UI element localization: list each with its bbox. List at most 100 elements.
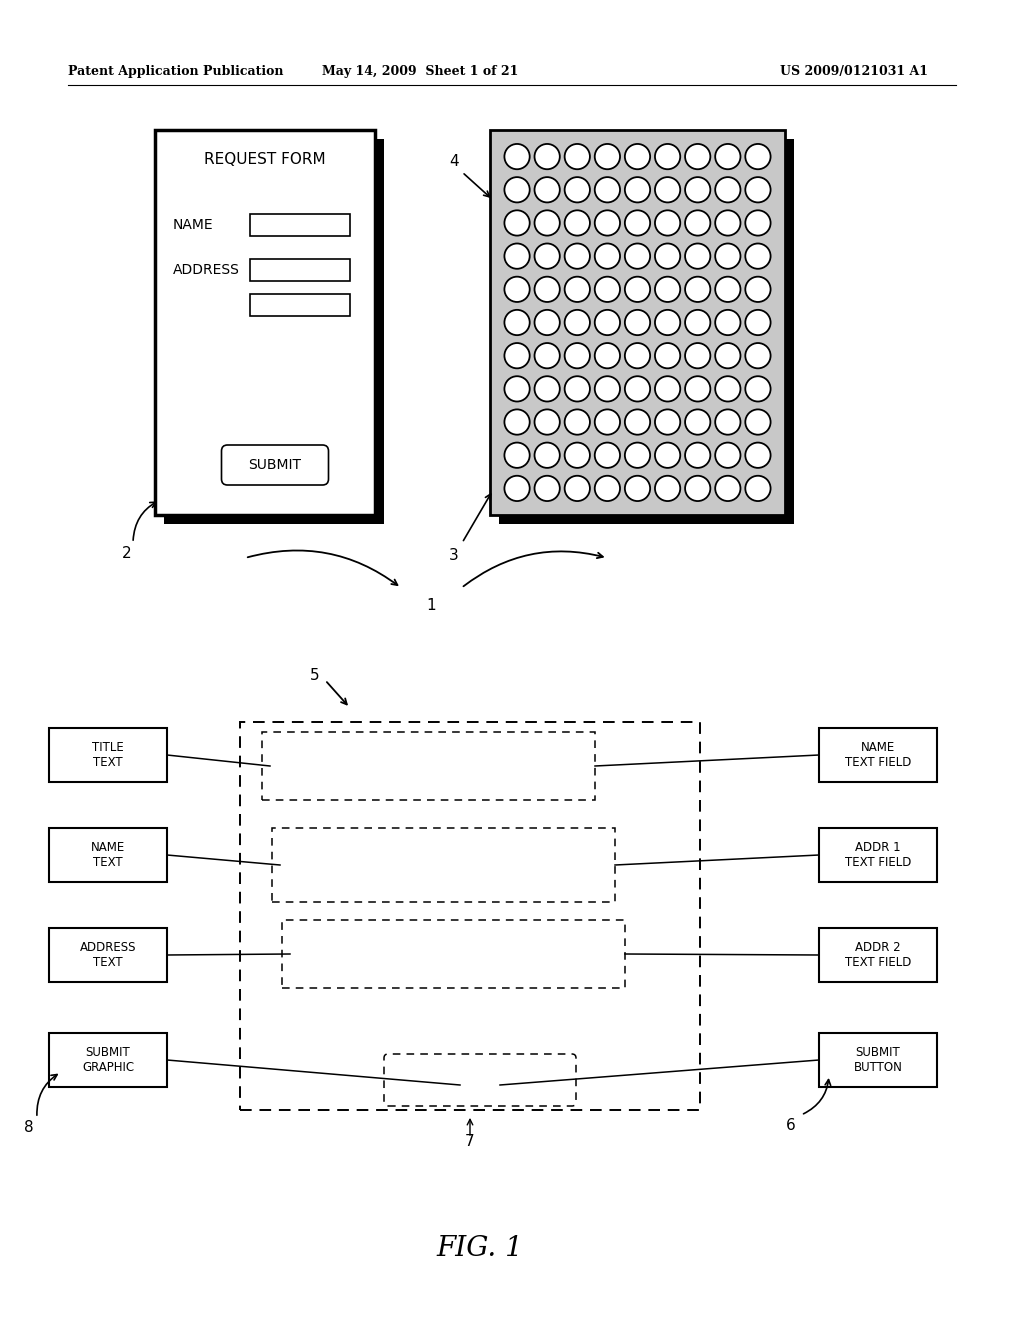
Text: 3: 3 [450,548,459,562]
Text: SUBMIT
GRAPHIC: SUBMIT GRAPHIC [82,1045,134,1074]
Text: ADDR 1
TEXT FIELD: ADDR 1 TEXT FIELD [845,841,911,869]
Circle shape [625,277,650,302]
Bar [262,733,595,800]
Circle shape [745,376,771,401]
Circle shape [595,442,621,467]
Circle shape [505,376,529,401]
Circle shape [535,409,560,434]
Circle shape [685,277,711,302]
Circle shape [685,144,711,169]
Circle shape [564,277,590,302]
Text: ADDRESS: ADDRESS [173,263,240,277]
Circle shape [505,343,529,368]
Circle shape [655,277,680,302]
Circle shape [685,475,711,502]
Bar [164,139,384,524]
Circle shape [715,409,740,434]
Text: SUBMIT
BUTTON: SUBMIT BUTTON [854,1045,902,1074]
Circle shape [564,243,590,269]
Circle shape [625,210,650,235]
Circle shape [595,243,621,269]
Circle shape [505,475,529,502]
Circle shape [655,442,680,467]
Circle shape [745,409,771,434]
Text: TITLE
TEXT: TITLE TEXT [92,741,124,770]
Circle shape [595,376,621,401]
Circle shape [595,277,621,302]
Circle shape [535,343,560,368]
Circle shape [715,343,740,368]
Circle shape [715,310,740,335]
Text: 1: 1 [426,598,436,612]
Text: 7: 7 [465,1134,475,1150]
Circle shape [535,210,560,235]
Circle shape [505,243,529,269]
Bar [819,828,937,882]
Circle shape [685,243,711,269]
Circle shape [595,310,621,335]
Circle shape [745,475,771,502]
Bar [49,928,167,982]
Circle shape [715,144,740,169]
Text: May 14, 2009  Sheet 1 of 21: May 14, 2009 Sheet 1 of 21 [322,66,518,78]
Circle shape [715,277,740,302]
Circle shape [564,144,590,169]
Circle shape [564,409,590,434]
Text: ADDR 2
TEXT FIELD: ADDR 2 TEXT FIELD [845,941,911,969]
Text: 6: 6 [786,1118,796,1133]
Circle shape [715,177,740,202]
Circle shape [505,310,529,335]
Circle shape [625,177,650,202]
Bar [240,722,700,1110]
Text: NAME: NAME [173,218,214,232]
Circle shape [685,376,711,401]
Circle shape [595,144,621,169]
Circle shape [505,277,529,302]
Circle shape [535,475,560,502]
Circle shape [535,310,560,335]
Text: 2: 2 [122,545,132,561]
Circle shape [564,177,590,202]
Circle shape [685,343,711,368]
Circle shape [625,376,650,401]
Bar [250,259,350,281]
Bar [250,214,350,236]
FancyBboxPatch shape [221,445,329,484]
Circle shape [625,409,650,434]
Circle shape [745,442,771,467]
Circle shape [655,376,680,401]
Circle shape [595,210,621,235]
Circle shape [745,177,771,202]
Circle shape [715,210,740,235]
Text: ADDRESS
TEXT: ADDRESS TEXT [80,941,136,969]
Bar [499,139,794,524]
Bar [250,294,350,315]
Bar [49,729,167,781]
Circle shape [685,177,711,202]
Circle shape [715,475,740,502]
Bar [272,828,615,902]
Circle shape [745,277,771,302]
Bar [49,1034,167,1086]
Circle shape [655,310,680,335]
Circle shape [564,376,590,401]
Circle shape [745,310,771,335]
Circle shape [564,343,590,368]
Circle shape [625,144,650,169]
Circle shape [655,210,680,235]
Circle shape [745,243,771,269]
Text: SUBMIT: SUBMIT [249,458,301,473]
Circle shape [535,243,560,269]
Circle shape [535,442,560,467]
Circle shape [505,442,529,467]
Circle shape [625,475,650,502]
Bar [819,1034,937,1086]
Bar [819,729,937,781]
Text: NAME
TEXT: NAME TEXT [91,841,125,869]
Circle shape [564,475,590,502]
Circle shape [535,144,560,169]
Circle shape [535,177,560,202]
Circle shape [715,442,740,467]
Circle shape [564,310,590,335]
Circle shape [595,343,621,368]
